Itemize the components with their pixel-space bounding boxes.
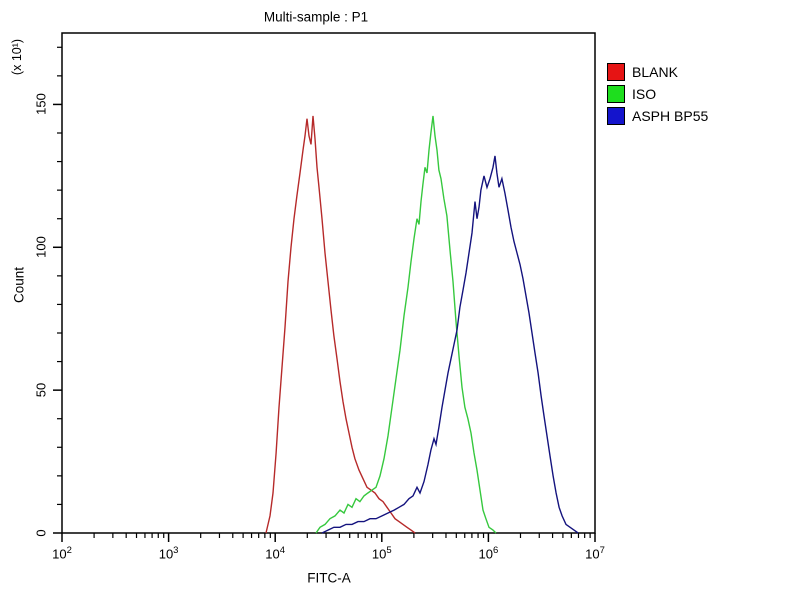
series-curve-iso <box>315 115 497 534</box>
plot-frame <box>61 32 596 534</box>
series-curve-asph-bp55 <box>321 155 579 534</box>
series-curve-blank <box>265 115 416 534</box>
